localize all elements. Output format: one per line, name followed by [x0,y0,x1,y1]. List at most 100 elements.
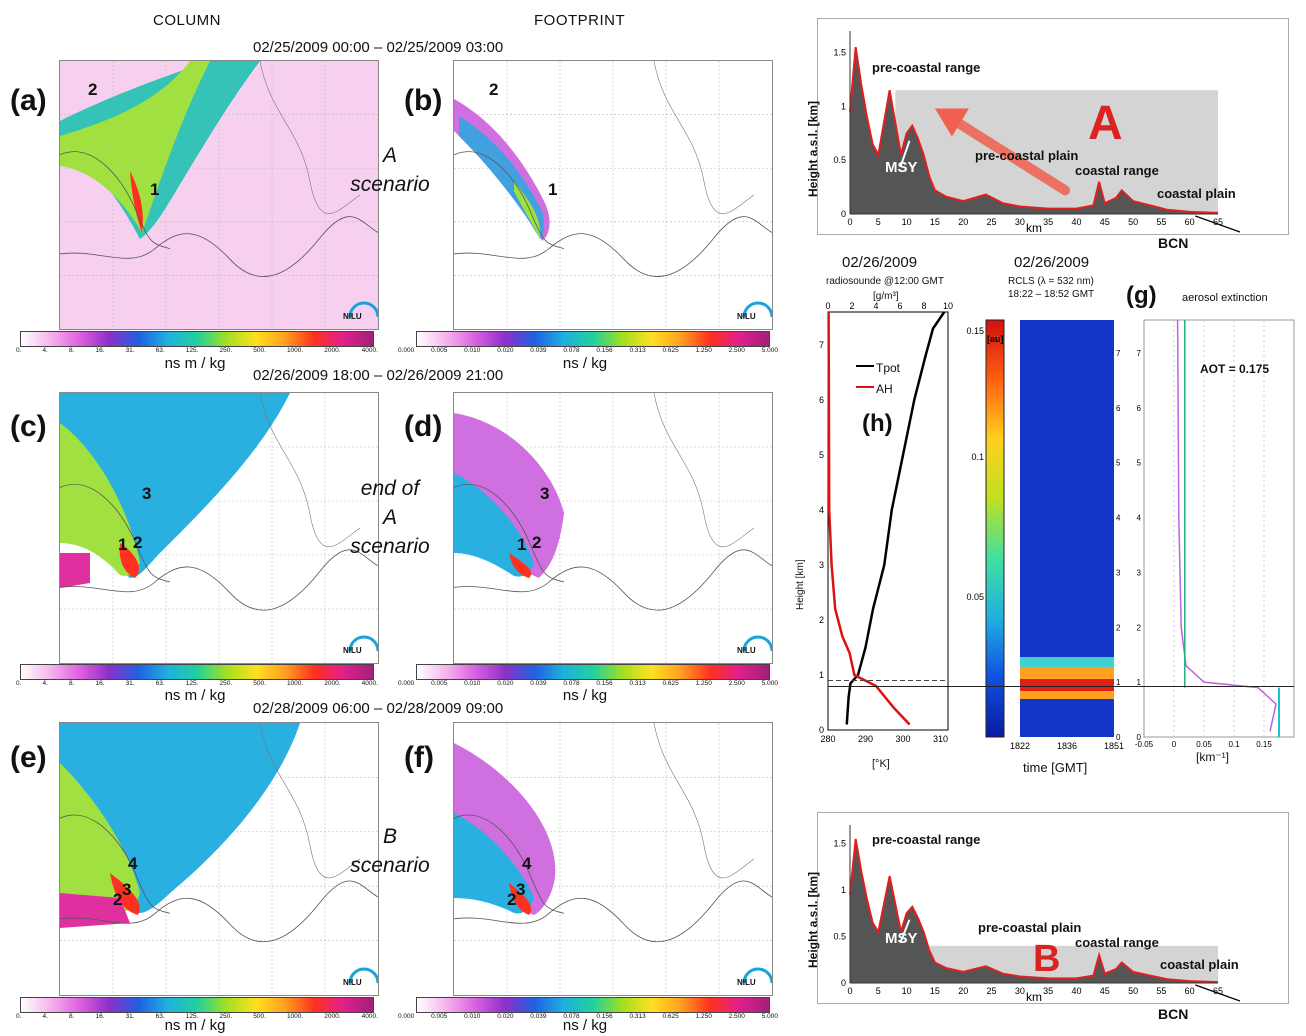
colorbar-tick: 0.313 [629,1013,646,1020]
x-tick-label: 15 [930,217,940,227]
x-tick-label: 60 [1185,986,1195,996]
panel-label-e: (e) [10,741,47,774]
map-e [59,722,379,996]
annotation-coastal-range: coastal range [1075,163,1159,178]
annotation-msy: MSY [885,159,918,176]
bottom-tick-label: 300 [895,734,910,744]
colorbar-tick: 1000. [286,1013,304,1020]
footprint-colorbar-ticks: 0.000 0.005 0.010 0.020 0.039 0.078 0.156 0.313… [398,1013,778,1020]
plume-band [60,61,210,233]
x-tick-label: 0 [847,217,852,227]
x-tick-label: 65 [1213,217,1223,227]
annotation-pre-coastal-plain: pre-coastal plain [978,920,1082,935]
y-tick-label: 0 [1137,733,1142,742]
annotation-coastal-range: coastal range [1075,935,1159,950]
panel-label-d: (d) [404,410,443,443]
y-tick-label: 0 [819,725,824,735]
flow-arrow-head [934,108,969,137]
colorbar-tick: 8. [68,680,75,687]
y-tick-label: 3 [819,560,824,570]
annotation-pre-coastal-range: pre-coastal range [872,832,981,847]
x-tick-label: 30 [1015,217,1025,227]
colorbar-tick: 1000. [286,680,304,687]
y-tick-label: 4 [1116,514,1121,523]
top-tick-label: 10 [943,301,953,311]
rcls-subtitle-time: 18:22 – 18:52 GMT [1008,289,1095,300]
x-axis-label: km [1026,990,1042,1003]
colorbar-tick: 0.625 [662,1013,679,1020]
x-tick-label: 50 [1128,986,1138,996]
column-colorbar-ticks: 0. 4. 8. 16. 31. 63. 125. 250. 500. 1000. 2000. 400… [16,680,378,687]
colorbar-tick: 0.156 [596,680,613,687]
colorbar-tick: 0.078 [563,347,580,354]
top-tick-label: 4 [873,301,878,311]
x-tick-label: 45 [1100,217,1110,227]
y-tick-label: 1 [1137,678,1142,687]
plume-band [60,763,140,912]
map-number: 2 [88,80,98,99]
colorbar-tick: 0.020 [497,680,514,687]
colorbar-tick: 125. [185,1013,199,1020]
column-colorbar-ticks: 0. 4. 8. 16. 31. 63. 125. 250. 500. 1000. 2000. 400… [16,347,378,354]
coastline [60,814,171,914]
colorbar-tick: 0.078 [563,1013,580,1020]
footprint-header: FOOTPRINT [534,12,626,29]
map-number: 1 [150,180,160,199]
x-tick-label: 1836 [1057,741,1077,751]
y-tick-label: 0.5 [833,932,846,942]
x-tick-label: 35 [1043,217,1053,227]
x-axis-label: km [1026,221,1042,234]
y-tick-label: 3 [1116,568,1121,577]
column-unit: ns m / kg [164,355,226,372]
colorbar-tick: 8. [68,1013,75,1020]
column-colorbar [20,664,374,680]
map-number: 1 [118,535,128,554]
colorbar-tick: 250. [219,680,233,687]
map-number: 2 [133,533,143,552]
y-tick-label: 0 [841,209,846,219]
plot-frame [827,311,949,731]
plume-band [130,171,143,233]
colorbar-tick: 0.039 [530,1013,547,1020]
x-tick-label: 65 [1213,986,1223,996]
colorbar-tick: 2.500 [728,347,745,354]
nilu-logo: NILU [343,312,362,321]
y-tick-label: 5 [1137,459,1142,468]
colorbar-tick: 5.000 [761,347,778,354]
coastline [454,216,772,277]
scenario-text-row2: end of A scenario [330,474,450,561]
legend-ah: AH [876,382,893,396]
column-unit: ns m / kg [164,1017,226,1034]
radiosonde-top-unit: [g/m³] [873,291,899,302]
colorbar-tick: 0.020 [497,347,514,354]
map-number: 2 [532,533,542,552]
colorbar-tick: 0.039 [530,347,547,354]
x-tick-label: 5 [876,217,881,227]
border-line [259,393,361,548]
footprint-unit: ns / kg [562,355,608,372]
radiosonde-date: 02/26/2009 [842,254,918,271]
map-number: 2 [113,890,123,909]
y-tick-label: 6 [1116,404,1121,413]
colorbar-tick: 16. [95,1013,105,1020]
colorbar-tick: 0.156 [596,1013,613,1020]
x-tick-label: 25 [987,217,997,227]
colorbar-tick: 125. [185,347,199,354]
scenario-text-row3: B scenario [330,822,450,880]
annotation-msy: MSY [885,930,918,947]
y-tick-label: 2 [819,615,824,625]
colorbar-tick: 2.500 [728,1013,745,1020]
y-tick-label: 2 [1116,623,1121,632]
annotation-coastal-plain: coastal plain [1157,186,1236,201]
x-tick-label: 20 [958,217,968,227]
x-tick-label: 50 [1128,217,1138,227]
bcn-pointer [1195,984,1241,1002]
x-tick-label: 45 [1100,986,1110,996]
rcls-plot: 0.15 0.1 0.05 [au] 0 1 2 3 4 5 6 7 1822 1836 1851 [958,312,1128,760]
colorbar-tick: 0.010 [464,1013,481,1020]
x-tick-label: 55 [1156,217,1166,227]
bottom-tick-label: 310 [933,734,948,744]
map-number: 2 [489,80,499,99]
colorbar-tick: 63. [155,680,165,687]
colorbar-tick: 5.000 [761,680,778,687]
